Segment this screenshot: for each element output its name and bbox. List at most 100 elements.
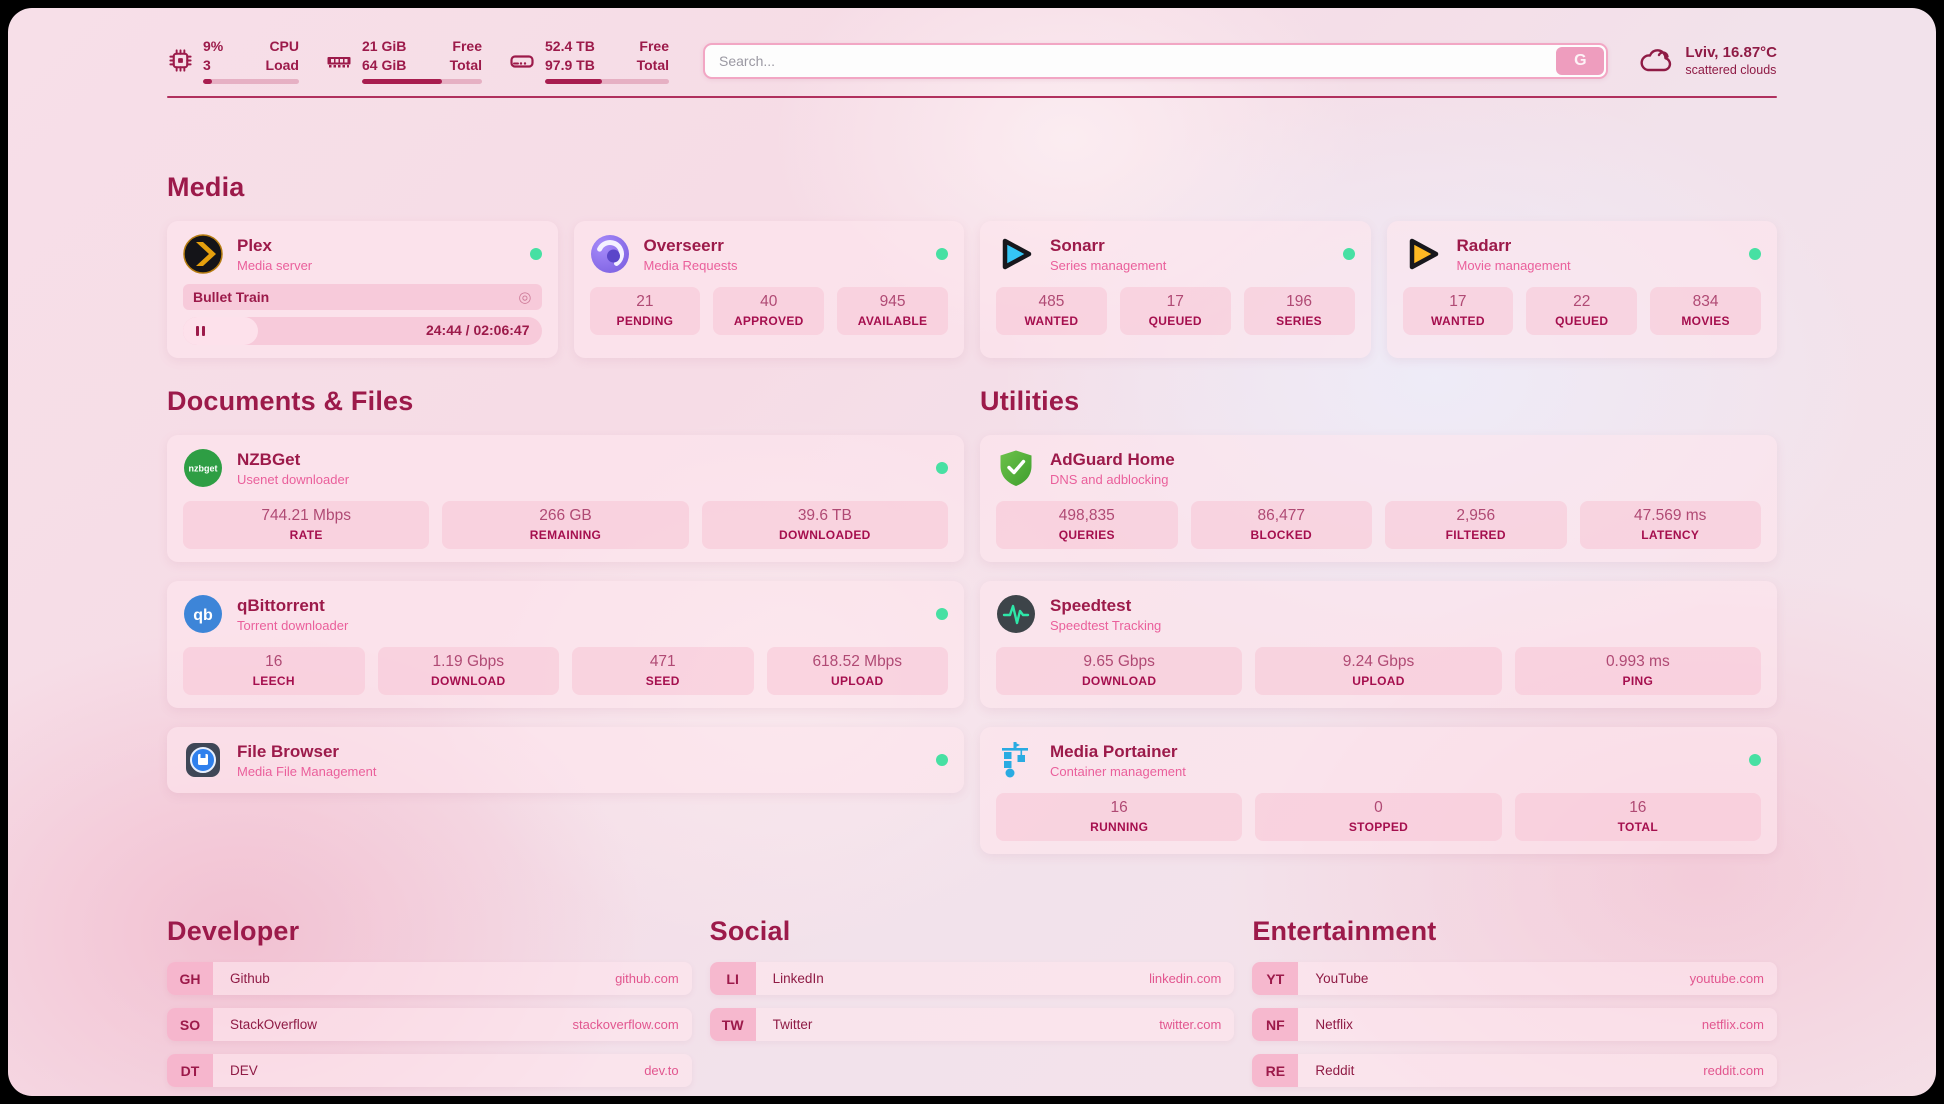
bookmark-dev[interactable]: DT DEV dev.to — [167, 1054, 692, 1087]
bookmark-tag: RE — [1252, 1054, 1299, 1087]
now-playing-row: Bullet Train ◎ — [183, 284, 542, 310]
app-card-portainer[interactable]: Media Portainer Container management 16 R… — [980, 727, 1777, 854]
stat-blocked: 86,477 BLOCKED — [1190, 501, 1372, 549]
app-subtitle: Container management — [1050, 763, 1186, 779]
app-subtitle: Series management — [1050, 257, 1167, 273]
app-name: Overseerr — [643, 235, 724, 255]
app-card-sonarr[interactable]: Sonarr Series management 485 WANTED 17 QUE… — [980, 221, 1371, 358]
cpu-stat: 9% 3 CPU Load — [167, 37, 299, 84]
bookmark-stackoverflow[interactable]: SO StackOverflow stackoverflow.com — [167, 1008, 692, 1041]
header-divider — [167, 96, 1777, 98]
bookmark-tag: DT — [167, 1054, 213, 1087]
status-dot — [936, 462, 948, 474]
utilities-section: Utilities AdGuard Home DNS and adblockin… — [980, 386, 1777, 854]
bookmark-netflix[interactable]: NF Netflix netflix.com — [1252, 1008, 1777, 1041]
app-subtitle: Media File Management — [237, 763, 377, 779]
stat-leech: 16 LEECH — [183, 647, 365, 695]
app-card-radarr[interactable]: Radarr Movie management 17 WANTED 22 QUEUE… — [1386, 221, 1777, 358]
overseerr-icon — [590, 235, 629, 273]
app-subtitle: DNS and adblocking — [1050, 471, 1169, 487]
stat-series: 196 SERIES — [1243, 287, 1355, 335]
session-icon: ◎ — [518, 289, 532, 306]
bookmark-tag: YT — [1252, 962, 1299, 995]
bookmark-github[interactable]: GH Github github.com — [167, 962, 692, 995]
media-section: Media Plex Media server — [167, 172, 1777, 358]
radarr-icon — [1409, 238, 1438, 270]
bookmark-tag: LI — [709, 962, 756, 995]
ram-icon — [327, 56, 351, 67]
weather-location-temp: Lviv, 16.87°C — [1685, 44, 1777, 61]
bookmark-twitter[interactable]: TW Twitter twitter.com — [709, 1008, 1235, 1041]
svg-text:nzbget: nzbget — [189, 464, 218, 474]
stat-download: 1.19 Gbps DOWNLOAD — [377, 647, 559, 695]
disk-stat: 52.4 TB 97.9 TB Free Total — [508, 37, 669, 84]
app-name: Media Portainer — [1050, 741, 1178, 761]
disk-icon — [510, 54, 534, 68]
now-playing-title: Bullet Train — [193, 289, 270, 305]
weather-condition: scattered clouds — [1685, 63, 1777, 77]
app-name: Radarr — [1456, 235, 1512, 255]
app-card-adguard[interactable]: AdGuard Home DNS and adblocking 498,835 Q… — [980, 435, 1777, 562]
stat-queries: 498,835 QUERIES — [996, 501, 1178, 549]
system-stats: 9% 3 CPU Load — [167, 37, 669, 84]
app-subtitle: Movie management — [1456, 257, 1571, 273]
app-card-qbittorrent[interactable]: qb qBittorrent Torrent downloader 16 LEEC… — [167, 581, 964, 708]
app-name: NZBGet — [237, 449, 301, 469]
bookmark-reddit[interactable]: RE Reddit reddit.com — [1252, 1054, 1777, 1087]
status-dot — [1749, 248, 1761, 260]
cpu-load: 3 — [203, 56, 211, 73]
app-card-plex[interactable]: Plex Media server Bullet Train ◎ 24:44 /… — [167, 221, 558, 358]
app-name: qBittorrent — [237, 595, 325, 615]
bookmark-tag: TW — [709, 1008, 756, 1041]
media-section-title: Media — [167, 172, 245, 202]
memory-progress-bar — [362, 78, 482, 84]
bookmark-tag: GH — [167, 962, 213, 995]
playback-time: 24:44 / 02:06:47 — [425, 322, 530, 338]
entertainment-section: Entertainment YT YouTube youtube.com NF … — [1252, 916, 1777, 1087]
nzbget-icon: nzbget — [184, 449, 222, 487]
stat-download: 9.65 Gbps DOWNLOAD — [996, 647, 1243, 695]
app-subtitle: Media Requests — [643, 257, 738, 273]
disk-total: 97.9 TB — [545, 56, 595, 73]
social-section-title: Social — [709, 916, 791, 946]
stat-movies: 834 MOVIES — [1650, 287, 1761, 335]
bookmark-youtube[interactable]: YT YouTube youtube.com — [1252, 962, 1777, 995]
search-engine-button[interactable]: G — [1556, 46, 1605, 75]
stat-running: 16 RUNNING — [996, 793, 1243, 841]
stat-wanted: 17 WANTED — [1402, 287, 1514, 335]
app-card-filebrowser[interactable]: File Browser Media File Management — [167, 727, 964, 793]
stat-wanted: 485 WANTED — [996, 287, 1107, 335]
stat-queued: 17 QUEUED — [1119, 287, 1231, 335]
stat-downloaded: 39.6 TB DOWNLOADED — [701, 501, 948, 549]
search-bar: G — [703, 42, 1609, 79]
app-card-nzbget[interactable]: nzbget NZBGet Usenet downloader 744.21 M… — [167, 435, 964, 562]
app-subtitle: Media server — [237, 257, 313, 273]
stat-latency: 47.569 ms LATENCY — [1579, 501, 1761, 549]
portainer-icon — [1002, 742, 1028, 778]
developer-section: Developer GH Github github.com SO StackO… — [167, 916, 692, 1087]
pause-icon[interactable] — [196, 326, 205, 336]
app-card-speedtest[interactable]: Speedtest Speedtest Tracking 9.65 Gbps DO… — [980, 581, 1777, 708]
app-subtitle: Usenet downloader — [237, 471, 350, 487]
app-subtitle: Torrent downloader — [237, 617, 349, 633]
app-name: AdGuard Home — [1050, 449, 1175, 469]
bookmark-linkedin[interactable]: LI LinkedIn linkedin.com — [709, 962, 1235, 995]
search-input[interactable] — [707, 52, 1557, 69]
app-name: Plex — [237, 235, 272, 255]
dashboard-page: 9% 3 CPU Load — [8, 8, 1936, 1096]
app-card-overseerr[interactable]: Overseerr Media Requests 21 PENDING 40 APP… — [573, 221, 964, 358]
disk-progress-bar — [545, 78, 669, 84]
memory-free: 21 GiB — [362, 38, 407, 55]
stat-ping: 0.993 ms PING — [1514, 647, 1761, 695]
cpu-icon — [169, 49, 192, 72]
app-subtitle: Speedtest Tracking — [1050, 617, 1162, 633]
status-dot — [936, 248, 948, 260]
app-name: Sonarr — [1050, 235, 1105, 255]
bookmark-tag: NF — [1252, 1008, 1299, 1041]
stat-available: 945 AVAILABLE — [837, 287, 948, 335]
disk-free: 52.4 TB — [545, 38, 595, 55]
cpu-percent: 9% — [203, 38, 224, 55]
status-dot — [936, 608, 948, 620]
stat-upload: 618.52 Mbps UPLOAD — [766, 647, 948, 695]
utilities-section-title: Utilities — [980, 386, 1080, 416]
